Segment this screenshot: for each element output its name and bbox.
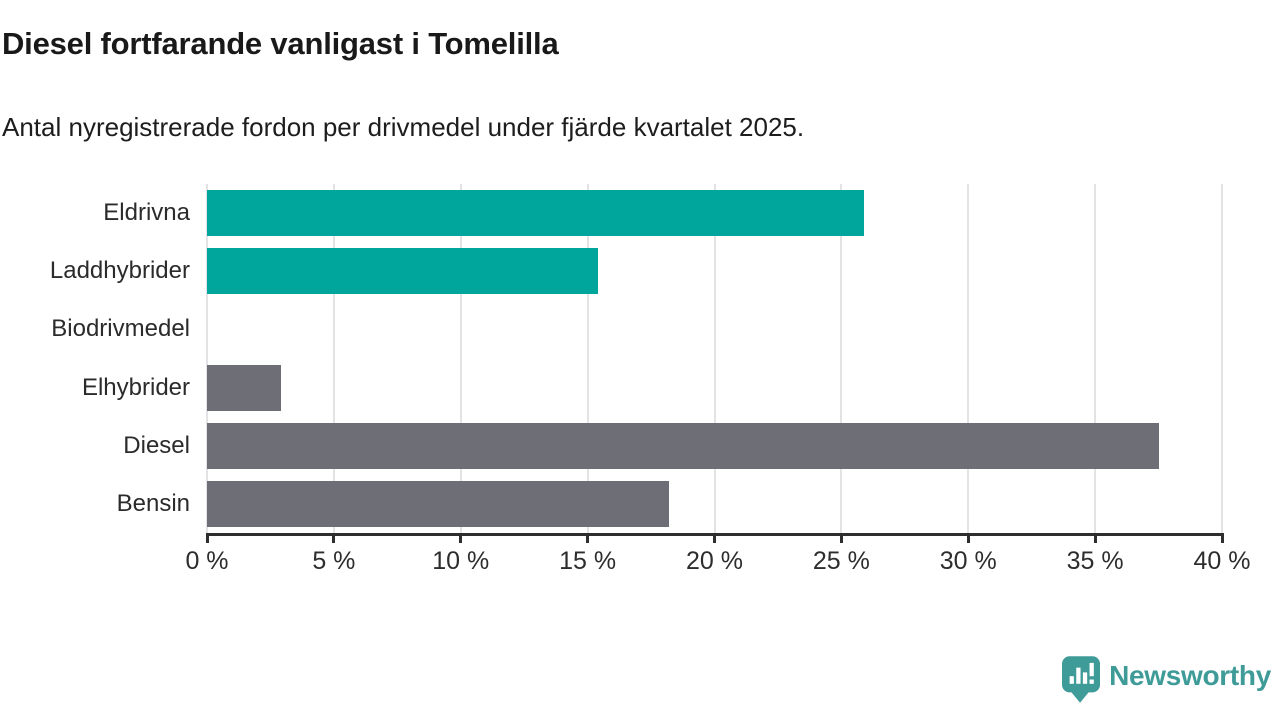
y-axis-label-laddhybrider: Laddhybrider — [49, 257, 190, 285]
x-tick-label: 40 % — [1193, 547, 1251, 575]
plot-area: 0 % 5 % 10 % 15 % 20 % 25 % 30 % 35 % 40 % — [185, 184, 1250, 575]
x-tick-label: 35 % — [1066, 547, 1124, 575]
x-axis-tick — [966, 533, 970, 543]
y-axis-label-elhybrider: Elhybrider — [81, 373, 190, 401]
x-axis-tick — [1093, 533, 1097, 543]
gridline — [459, 184, 462, 533]
bar-bensin — [207, 480, 669, 527]
gridline — [332, 184, 335, 533]
x-tick-label: 25 % — [812, 547, 870, 575]
gridline — [1094, 184, 1097, 533]
x-axis-tick — [205, 533, 209, 543]
gridline — [586, 184, 589, 533]
x-tick-label: 10 % — [432, 547, 490, 575]
chart-subtitle: Antal nyregistrerade fordon per drivmede… — [2, 112, 805, 142]
bar-diesel — [207, 422, 1159, 469]
x-tick-label: 20 % — [686, 547, 743, 575]
chart-title: Diesel fortfarande vanligast i Tomelilla — [2, 26, 559, 61]
gridline — [206, 184, 208, 533]
y-axis-label-biodrivmedel: Biodrivmedel — [51, 315, 190, 343]
newsworthy-logo: Newsworthy — [1062, 656, 1271, 704]
gridline — [1221, 184, 1223, 533]
newsworthy-logo-text: Newsworthy — [1109, 660, 1271, 691]
gridline — [713, 184, 716, 533]
bar-eldrivna — [207, 190, 865, 237]
x-axis-tick — [839, 533, 843, 543]
x-axis-tick — [1220, 533, 1224, 543]
x-tick-label: 5 % — [312, 547, 356, 575]
newsworthy-logo-icon — [1062, 656, 1101, 704]
x-axis-tick — [459, 533, 463, 543]
bar-laddhybrider — [207, 248, 598, 295]
x-tick-label: 0 % — [185, 547, 229, 575]
gridline — [840, 184, 843, 533]
x-axis-tick — [586, 533, 590, 543]
x-axis-tick — [332, 533, 336, 543]
y-axis-label-diesel: Diesel — [123, 431, 190, 459]
bar-elhybrider — [207, 364, 281, 411]
y-axis-label-eldrivna: Eldrivna — [103, 199, 190, 227]
x-axis-tick — [713, 533, 716, 543]
y-axis-label-bensin: Bensin — [116, 489, 190, 517]
gridline — [967, 184, 970, 533]
x-tick-label: 15 % — [559, 547, 617, 575]
x-tick-label: 30 % — [939, 547, 997, 575]
